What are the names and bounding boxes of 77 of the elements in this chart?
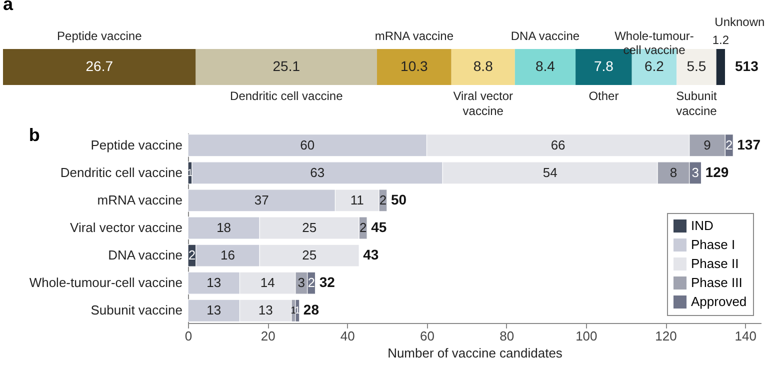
y-tick-label: DNA vaccine: [108, 248, 182, 263]
data-label: 2: [379, 192, 387, 208]
x-tick-label: 60: [420, 328, 434, 344]
data-label: 18: [216, 220, 232, 235]
total-label: 50: [390, 191, 407, 208]
data-label: 25: [302, 220, 317, 235]
y-tick-label: Whole-tumour-cell vaccine: [29, 275, 182, 290]
x-tick-label: 100: [576, 328, 598, 344]
data-label: 8.4: [535, 58, 556, 74]
x-tick-label: 20: [260, 328, 276, 344]
x-tick-label: 120: [655, 328, 677, 344]
x-axis-title: Number of vaccine candidates: [388, 346, 563, 360]
data-label: 8.8: [473, 58, 494, 74]
total-label: 129: [705, 164, 729, 180]
data-label: 66: [550, 137, 566, 152]
data-label: 16: [220, 248, 236, 263]
series-label: Viral vector vaccine: [453, 89, 514, 118]
series-label: mRNA vaccine: [374, 29, 454, 43]
data-label: 1.2: [712, 33, 730, 47]
text: b: [28, 125, 40, 145]
data-label: 63: [310, 164, 325, 180]
legend-label: Approved: [691, 294, 747, 309]
y-tick-label: mRNA vaccine: [97, 192, 182, 208]
bar: [451, 49, 515, 85]
bar: [3, 49, 196, 85]
series-label: Whole-tumour-cell vaccine: [614, 29, 694, 57]
data-label: 2: [359, 220, 367, 235]
x-tick-label: 40: [340, 328, 355, 344]
series-label: DNA vaccine: [510, 29, 580, 43]
series-label: Subunit vaccine: [676, 89, 718, 118]
data-label: 25.1: [272, 58, 300, 74]
total-label: 45: [371, 219, 387, 235]
data-label: 13: [206, 275, 222, 290]
data-label: 37: [254, 192, 269, 208]
data-label: 26.7: [86, 58, 114, 74]
data-label: 54: [542, 164, 558, 180]
y-tick-label: Subunit vaccine: [90, 302, 182, 318]
text: 513: [735, 58, 759, 74]
data-label: 10.3: [400, 58, 428, 74]
y-tick-label: Dendritic cell vaccine: [60, 164, 182, 180]
total-label: 32: [319, 274, 336, 290]
bar: [376, 49, 452, 85]
data-label: 8: [670, 164, 678, 180]
data-label: 3: [298, 275, 306, 290]
bar: [514, 49, 576, 85]
data-label: 6.2: [644, 58, 664, 74]
data-label: 3: [692, 164, 699, 180]
data-label: 11: [350, 192, 364, 208]
total-label: 28: [303, 302, 320, 318]
y-tick-label: Peptide vaccine: [90, 137, 182, 152]
total-label: 137: [737, 136, 761, 152]
data-label: 60: [300, 137, 315, 152]
data-label: 2: [726, 137, 733, 152]
legend-label: Phase II: [691, 256, 739, 271]
bar: [716, 49, 725, 85]
chart-title: a: [3, 0, 14, 14]
series-label: Unknown: [714, 15, 765, 29]
x-tick-label: 80: [500, 328, 514, 344]
y-tick-label: Viral vector vaccine: [70, 220, 182, 235]
legend-label: IND: [691, 218, 714, 233]
legend-label: Phase I: [691, 237, 736, 252]
series-label: Other: [588, 89, 619, 103]
data-label: 7.8: [594, 58, 614, 74]
x-tick-label: 140: [734, 328, 756, 344]
legend-label: Phase III: [691, 275, 742, 290]
data-label: 13: [258, 302, 273, 318]
data-label: 2: [188, 248, 196, 263]
data-label: 14: [260, 275, 275, 290]
series-label: Dendritic cell vaccine: [230, 89, 344, 103]
data-label: 25: [302, 248, 317, 263]
total-label: 43: [363, 246, 379, 263]
data-label: 2: [308, 275, 315, 290]
x-tick-label: 0: [184, 328, 192, 344]
data-label: 9: [704, 137, 711, 152]
data-label: 13: [206, 302, 222, 318]
bar: [196, 49, 377, 85]
data-label: 5.5: [686, 58, 706, 74]
